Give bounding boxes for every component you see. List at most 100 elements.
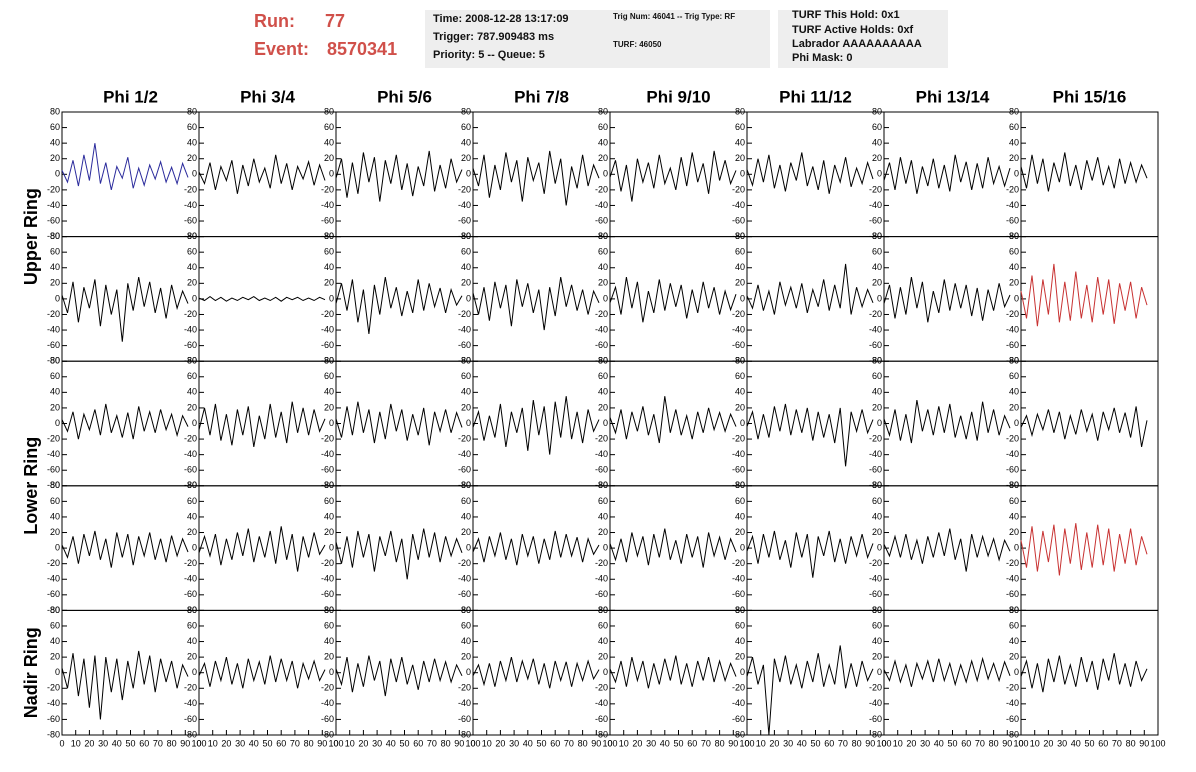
y-tick-label: 80: [187, 356, 197, 366]
panel-frame: [746, 111, 885, 238]
y-tick-label: 0: [192, 667, 197, 677]
y-tick-label: 0: [1014, 293, 1019, 303]
y-tick-label: 20: [324, 527, 334, 537]
y-tick-label: -60: [47, 714, 60, 724]
y-tick-label: 80: [598, 231, 608, 241]
y-tick-label: -20: [458, 184, 471, 194]
y-tick-label: -20: [321, 683, 334, 693]
y-tick-label: 40: [50, 511, 60, 521]
waveform: [746, 152, 874, 194]
y-tick-label: 0: [329, 667, 334, 677]
y-tick-label: 40: [324, 511, 334, 521]
y-tick-label: -20: [595, 433, 608, 443]
y-tick-label: -40: [321, 574, 334, 584]
y-tick-label: -80: [47, 356, 60, 366]
x-tick-label: 70: [1112, 738, 1122, 748]
x-tick-label: 10: [1030, 738, 1040, 748]
waveform: [472, 277, 600, 331]
y-tick-label: 20: [187, 652, 197, 662]
y-tick-label: 60: [461, 620, 471, 630]
y-tick-label: -40: [458, 574, 471, 584]
x-tick-label: 50: [1084, 738, 1094, 748]
x-tick-label: 80: [167, 738, 177, 748]
x-tick-label: 20: [1043, 738, 1053, 748]
x-tick-label: 30: [509, 738, 519, 748]
y-tick-label: -80: [869, 231, 882, 241]
x-tick-label: 60: [413, 738, 423, 748]
y-tick-label: 60: [187, 496, 197, 506]
y-tick-label: 40: [461, 138, 471, 148]
x-tick-label: 40: [112, 738, 122, 748]
ring-label: Upper Ring: [21, 188, 41, 285]
y-tick-label: 0: [329, 542, 334, 552]
y-tick-label: 60: [50, 496, 60, 506]
y-tick-label: -80: [184, 231, 197, 241]
y-tick-label: 40: [1009, 636, 1019, 646]
waveform: [198, 401, 326, 447]
panel-frame: [198, 485, 337, 611]
y-tick-label: -40: [184, 698, 197, 708]
x-tick-label: 0: [1018, 738, 1023, 748]
y-tick-label: 60: [1009, 122, 1019, 132]
x-tick-label: 20: [769, 738, 779, 748]
y-tick-label: -40: [732, 449, 745, 459]
y-tick-label: -20: [1006, 683, 1019, 693]
y-tick-label: -60: [1006, 215, 1019, 225]
x-tick-label: 70: [290, 738, 300, 748]
y-tick-label: 0: [329, 169, 334, 179]
y-tick-label: -80: [732, 605, 745, 615]
x-tick-label: 20: [495, 738, 505, 748]
y-tick-label: -60: [1006, 340, 1019, 350]
y-tick-label: -20: [595, 309, 608, 319]
y-tick-label: 0: [55, 667, 60, 677]
info-text: Priority: 5 -- Queue: 5: [433, 49, 545, 61]
y-tick-label: -80: [595, 729, 608, 739]
y-tick-label: -60: [732, 215, 745, 225]
y-tick-label: -20: [732, 683, 745, 693]
y-tick-label: -60: [869, 589, 882, 599]
y-tick-label: 80: [324, 480, 334, 490]
y-tick-label: 80: [598, 106, 608, 116]
y-tick-label: 60: [324, 371, 334, 381]
y-tick-label: 60: [324, 122, 334, 132]
y-tick-label: 0: [603, 418, 608, 428]
y-tick-label: -40: [595, 449, 608, 459]
y-tick-label: -20: [732, 433, 745, 443]
y-tick-label: 60: [187, 620, 197, 630]
y-tick-label: 0: [466, 293, 471, 303]
y-tick-label: 0: [55, 169, 60, 179]
x-tick-label: 50: [810, 738, 820, 748]
y-tick-label: 40: [461, 636, 471, 646]
y-tick-label: 20: [50, 527, 60, 537]
waveform: [609, 277, 737, 323]
y-tick-label: 0: [603, 667, 608, 677]
y-tick-label: -40: [595, 324, 608, 334]
y-tick-label: -60: [732, 465, 745, 475]
y-tick-label: 20: [1009, 278, 1019, 288]
y-tick-label: -20: [321, 433, 334, 443]
y-tick-label: -20: [732, 309, 745, 319]
x-tick-label: 10: [345, 738, 355, 748]
y-tick-label: -40: [47, 449, 60, 459]
y-tick-label: -80: [184, 605, 197, 615]
y-tick-label: 80: [324, 106, 334, 116]
x-tick-label: 100: [602, 738, 617, 748]
y-tick-label: -80: [595, 356, 608, 366]
y-tick-label: -60: [732, 714, 745, 724]
x-tick-label: 60: [550, 738, 560, 748]
y-tick-label: -40: [47, 324, 60, 334]
x-tick-label: 0: [196, 738, 201, 748]
waveform: [1020, 653, 1148, 693]
y-tick-label: 80: [1009, 106, 1019, 116]
info-text: Trigger: 787.909483 ms: [433, 31, 554, 43]
y-tick-label: 40: [324, 636, 334, 646]
y-tick-label: 0: [740, 542, 745, 552]
x-tick-label: 10: [619, 738, 629, 748]
info-box: [605, 10, 770, 68]
y-tick-label: 20: [187, 153, 197, 163]
info-text: Phi Mask: 0: [792, 52, 853, 64]
column-title: Phi 13/14: [916, 87, 990, 106]
y-tick-label: 80: [872, 356, 882, 366]
y-tick-label: -80: [47, 605, 60, 615]
